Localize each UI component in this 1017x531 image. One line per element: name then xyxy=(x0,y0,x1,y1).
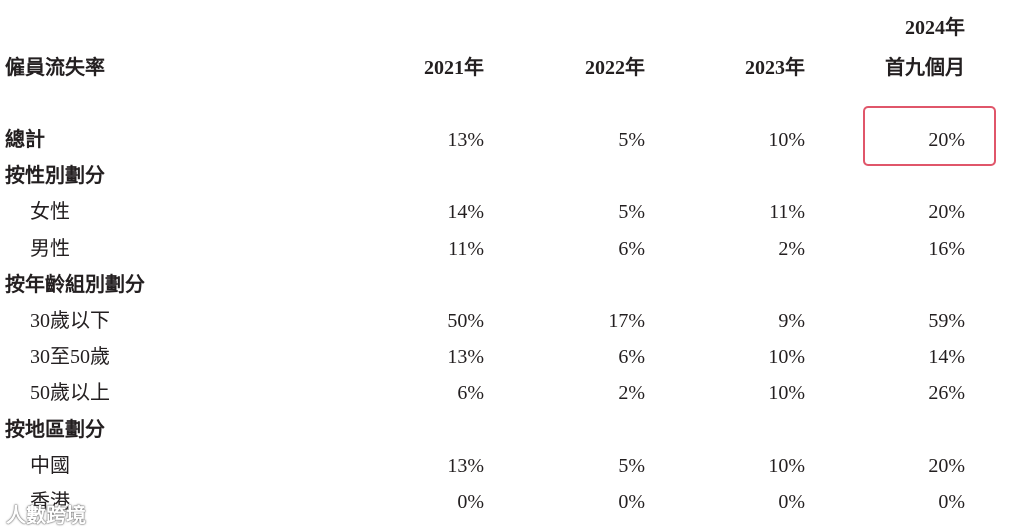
cell: 6% xyxy=(618,237,645,260)
column-header: 2021年 xyxy=(424,57,484,79)
cell: 0% xyxy=(938,491,965,513)
cell: 2% xyxy=(618,382,645,405)
cell: 10% xyxy=(768,129,805,151)
cell: 20% xyxy=(928,201,965,224)
cell: 0% xyxy=(457,491,484,513)
row-label: 男性 xyxy=(30,237,70,260)
cell: 11% xyxy=(769,201,805,224)
cell: 14% xyxy=(928,346,965,369)
cell: 2% xyxy=(778,237,805,260)
cell: 26% xyxy=(928,382,965,405)
cell: 11% xyxy=(448,237,484,260)
cell: 10% xyxy=(768,346,805,369)
cell: 5% xyxy=(618,201,645,224)
row-label: 香港 xyxy=(30,491,70,513)
row-label: 30至50歲 xyxy=(30,346,110,369)
cell: 0% xyxy=(778,491,805,513)
column-header: 2023年 xyxy=(745,57,805,79)
highlight-box xyxy=(863,106,996,166)
section-title: 按地區劃分 xyxy=(5,418,105,441)
cell: 50% xyxy=(447,310,484,332)
cell: 6% xyxy=(457,382,484,405)
cell: 13% xyxy=(447,454,484,477)
cell: 13% xyxy=(447,129,484,151)
row-label: 中國 xyxy=(30,454,70,477)
column-header: 2024年 xyxy=(905,17,965,39)
cell: 16% xyxy=(928,237,965,260)
cell: 10% xyxy=(768,454,805,477)
cell: 20% xyxy=(928,454,965,477)
cell: 5% xyxy=(618,129,645,151)
cell: 13% xyxy=(447,346,484,369)
cell: 9% xyxy=(778,310,805,332)
row-label: 50歲以上 xyxy=(30,382,110,405)
row-label: 總計 xyxy=(5,129,45,151)
row-label: 女性 xyxy=(30,201,70,224)
section-title: 按性別劃分 xyxy=(5,165,105,188)
cell: 20% xyxy=(928,129,965,151)
row-label: 30歲以下 xyxy=(30,310,110,332)
cell: 10% xyxy=(768,382,805,405)
column-header: 2022年 xyxy=(585,57,645,79)
watermark: 人數跨境 xyxy=(6,503,86,527)
cell: 6% xyxy=(618,346,645,369)
cell: 17% xyxy=(608,310,645,332)
cell: 59% xyxy=(928,310,965,332)
column-header: 首九個月 xyxy=(885,57,965,79)
cell: 0% xyxy=(618,491,645,513)
cell: 14% xyxy=(447,201,484,224)
cell: 5% xyxy=(618,454,645,477)
section-title: 按年齡組別劃分 xyxy=(5,273,145,296)
header-label: 僱員流失率 xyxy=(5,57,105,79)
